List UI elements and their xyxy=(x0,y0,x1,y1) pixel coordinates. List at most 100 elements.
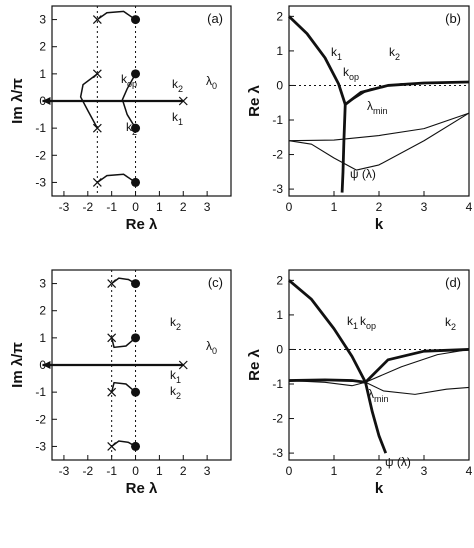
annotation-label: kop xyxy=(121,72,137,89)
pole-cross xyxy=(107,279,117,288)
y-tick-label: 3 xyxy=(39,13,46,27)
x-tick-label: 4 xyxy=(466,200,473,214)
arrow-head xyxy=(42,97,51,105)
y-tick-label: 2 xyxy=(276,9,283,23)
eigenvalue-curve xyxy=(364,348,470,384)
y-tick-label: 0 xyxy=(276,342,283,356)
y-tick-label: 3 xyxy=(39,277,46,291)
pole-cross xyxy=(107,387,117,397)
pole-cross xyxy=(92,69,102,79)
eigenvalue-curve xyxy=(288,112,470,142)
zero-dot xyxy=(131,69,141,79)
eigenvalue-curve xyxy=(365,348,470,383)
root-locus-curve xyxy=(96,173,136,184)
x-tick-label: -2 xyxy=(82,464,93,478)
zero-dot xyxy=(131,333,141,343)
x-tick-label: 2 xyxy=(180,464,187,478)
annotation-label: k1 xyxy=(331,45,342,62)
annotation-label: k1 xyxy=(170,368,181,385)
y-axis-label: Im λ/π xyxy=(9,78,26,124)
eigenvalue-curve xyxy=(288,378,366,384)
x-tick-label: 1 xyxy=(156,200,163,214)
x-axis-label: k xyxy=(375,480,384,497)
x-tick-label: 2 xyxy=(180,200,187,214)
x-tick-label: 2 xyxy=(376,464,383,478)
y-tick-label: 1 xyxy=(39,331,46,345)
eigenvalue-curve xyxy=(288,279,367,383)
pole-cross xyxy=(92,123,102,133)
x-tick-label: 3 xyxy=(204,200,211,214)
x-tick-label: -2 xyxy=(82,200,93,214)
y-tick-label: -1 xyxy=(35,385,46,399)
annotation-label: k2 xyxy=(170,315,181,332)
root-locus-curve xyxy=(110,381,137,393)
annotation-label: k2 xyxy=(389,45,400,62)
y-axis-label: Re λ xyxy=(246,85,263,117)
x-tick-label: 0 xyxy=(286,200,293,214)
zero-dot xyxy=(131,279,141,289)
x-tick-label: 3 xyxy=(204,464,211,478)
zero-dot xyxy=(131,387,141,397)
panel-d: 0 1 2 3 4 -3 -2 -1 0 1 2 (d) xyxy=(272,269,473,478)
pole-cross xyxy=(178,360,188,370)
x-axis-label: k xyxy=(375,216,384,233)
y-tick-label: -3 xyxy=(272,182,283,196)
y-tick-label: -1 xyxy=(272,377,283,391)
root-locus-curve xyxy=(79,73,99,129)
y-tick-label: 1 xyxy=(276,44,283,58)
annotation-label: λmin xyxy=(367,99,388,116)
y-tick-label: 1 xyxy=(39,67,46,81)
annotation-label: k2 xyxy=(172,77,183,94)
annotation-label: ψ (λ) xyxy=(350,167,376,181)
panel-tag: (c) xyxy=(208,275,223,290)
eigenvalue-curve xyxy=(344,81,470,105)
x-axis-label: Re λ xyxy=(126,216,158,233)
y-axis-label: Im λ/π xyxy=(9,342,26,388)
y-tick-label: 1 xyxy=(276,308,283,322)
zero-dot xyxy=(131,15,141,25)
y-tick-label: -3 xyxy=(35,439,46,453)
y-axis-label: Re λ xyxy=(246,349,263,381)
root-locus-curve xyxy=(96,10,136,21)
y-tick-label: -1 xyxy=(272,113,283,127)
x-tick-label: -3 xyxy=(59,200,70,214)
eigenvalue-curve xyxy=(288,112,470,171)
y-tick-label: -3 xyxy=(35,175,46,189)
x-tick-label: 4 xyxy=(466,464,473,478)
x-tick-label: 0 xyxy=(286,464,293,478)
annotation-label: k2 xyxy=(126,120,137,137)
annotation-label: ψ (λ) xyxy=(385,455,411,469)
pole-cross xyxy=(107,333,117,343)
x-tick-label: -1 xyxy=(106,200,117,214)
y-tick-label: 0 xyxy=(276,78,283,92)
root-locus-curve xyxy=(110,337,137,349)
eigenvalue-curve xyxy=(288,379,470,395)
y-tick-label: 2 xyxy=(276,273,283,287)
x-tick-label: 2 xyxy=(376,200,383,214)
plot-frame xyxy=(288,5,470,197)
annotation-label: k1 xyxy=(172,110,183,127)
pole-cross xyxy=(178,96,188,106)
y-tick-label: -2 xyxy=(272,148,283,162)
zero-dot xyxy=(131,123,141,133)
eigenvalue-curve xyxy=(364,381,388,454)
y-tick-label: 2 xyxy=(39,40,46,54)
panel-b: 0 1 2 3 4 -3 -2 -1 0 1 2 (b) xyxy=(272,5,473,214)
x-tick-label: 1 xyxy=(331,464,338,478)
eigenvalue-curve xyxy=(288,15,347,105)
panel-tag: (b) xyxy=(445,11,461,26)
panel-tag: (a) xyxy=(207,11,223,26)
arrow-head xyxy=(42,361,51,369)
annotation-label: k1 xyxy=(347,314,358,331)
eigenvalue-curve xyxy=(340,104,347,193)
annotation-label: λ0 xyxy=(206,339,217,356)
y-tick-label: -2 xyxy=(35,412,46,426)
y-tick-label: -1 xyxy=(35,121,46,135)
y-tick-label: -3 xyxy=(272,446,283,460)
annotation-label: λmin xyxy=(368,387,389,404)
x-tick-label: -1 xyxy=(106,464,117,478)
x-tick-label: 0 xyxy=(132,200,139,214)
x-tick-label: 1 xyxy=(331,200,338,214)
